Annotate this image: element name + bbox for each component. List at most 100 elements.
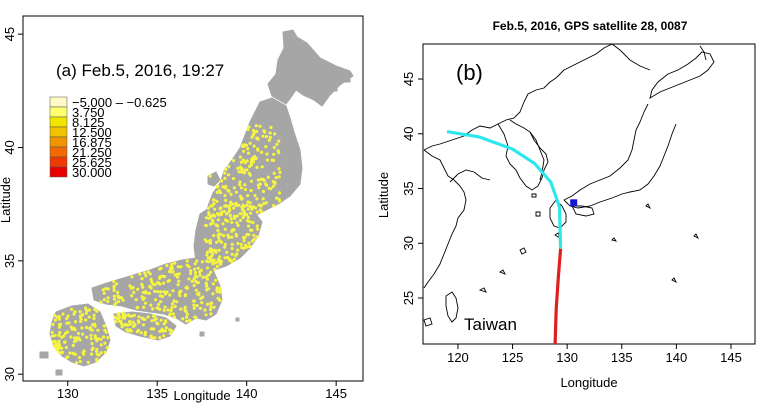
station-point — [223, 194, 227, 198]
station-point — [185, 259, 189, 263]
station-point — [170, 264, 174, 268]
station-point — [72, 312, 76, 316]
station-point — [246, 215, 250, 220]
station-point — [264, 145, 268, 149]
station-point — [238, 180, 242, 184]
station-point — [278, 170, 282, 174]
station-point — [193, 271, 198, 275]
station-point — [243, 204, 247, 208]
station-point — [211, 252, 215, 256]
station-point — [267, 138, 271, 142]
station-point — [219, 262, 223, 266]
right-y-axis: 25 30 35 40 45 — [401, 72, 423, 305]
station-point — [86, 360, 90, 364]
station-point — [258, 182, 262, 186]
station-point — [147, 291, 151, 295]
station-point — [163, 329, 168, 333]
station-point — [248, 204, 252, 209]
legend-label: 12.500 — [72, 125, 112, 140]
station-point — [88, 327, 92, 331]
station-point — [217, 239, 221, 243]
station-point — [158, 267, 162, 271]
station-point — [96, 328, 100, 332]
station-point — [73, 320, 78, 324]
station-point — [209, 308, 213, 312]
station-point — [71, 351, 75, 355]
station-point — [152, 327, 156, 331]
station-point — [234, 232, 238, 236]
station-point — [97, 353, 101, 357]
station-point — [61, 312, 65, 316]
station-point — [135, 306, 139, 310]
station-point — [140, 277, 144, 281]
station-point — [219, 260, 223, 264]
right-x-tick-label: 145 — [720, 350, 742, 365]
station-point — [255, 224, 259, 228]
station-point — [158, 336, 162, 340]
station-point — [57, 343, 62, 347]
station-point — [164, 326, 168, 330]
station-point — [226, 188, 230, 192]
station-point — [208, 248, 212, 252]
station-point — [156, 302, 161, 307]
station-point — [243, 161, 247, 165]
station-point — [78, 360, 82, 364]
station-point — [236, 248, 240, 252]
station-point — [79, 319, 83, 324]
station-point — [244, 143, 249, 147]
station-point — [60, 335, 64, 339]
station-point — [89, 337, 93, 341]
right-y-tick-label: 40 — [401, 127, 416, 141]
station-point — [193, 274, 198, 278]
station-point — [143, 301, 148, 305]
right-x-tick-label: 130 — [556, 350, 578, 365]
station-point — [89, 333, 93, 337]
legend-label: 30.000 — [72, 165, 112, 180]
station-point — [64, 356, 69, 360]
legend-label: 25.625 — [72, 155, 112, 170]
station-point — [171, 289, 175, 293]
station-point — [203, 308, 207, 312]
station-point — [57, 325, 62, 329]
station-point — [163, 305, 167, 309]
station-point — [241, 207, 245, 212]
station-point — [70, 307, 74, 311]
station-point — [256, 178, 260, 182]
station-point — [204, 313, 208, 317]
station-point — [131, 286, 135, 290]
station-point — [213, 267, 217, 271]
station-point — [123, 313, 127, 317]
station-point — [64, 345, 68, 350]
station-point — [216, 218, 220, 222]
station-point — [255, 129, 259, 134]
station-point — [211, 292, 215, 296]
station-point — [205, 250, 210, 254]
station-point — [218, 255, 222, 259]
station-point — [153, 289, 157, 293]
station-point — [255, 210, 259, 214]
coastlines — [423, 43, 715, 327]
station-point — [251, 160, 256, 164]
legend-label: 16.875 — [72, 135, 112, 150]
station-point — [112, 297, 117, 301]
station-point — [261, 134, 265, 138]
station-point — [183, 294, 187, 298]
station-point — [51, 322, 55, 327]
station-point — [235, 221, 239, 225]
legend-swatch — [49, 136, 68, 148]
station-point — [165, 263, 169, 268]
station-point — [121, 316, 125, 320]
station-point — [93, 334, 97, 338]
station-point — [272, 204, 276, 208]
station-point — [172, 315, 177, 319]
station-point — [134, 298, 138, 302]
station-point — [53, 339, 57, 344]
station-point — [192, 303, 196, 307]
station-point — [256, 137, 260, 141]
station-point — [251, 205, 255, 209]
station-point — [128, 322, 132, 326]
station-point — [53, 318, 57, 322]
left-y-tick-label: 45 — [2, 27, 17, 41]
left-x-axis: 130 135 140 145 — [57, 381, 347, 401]
